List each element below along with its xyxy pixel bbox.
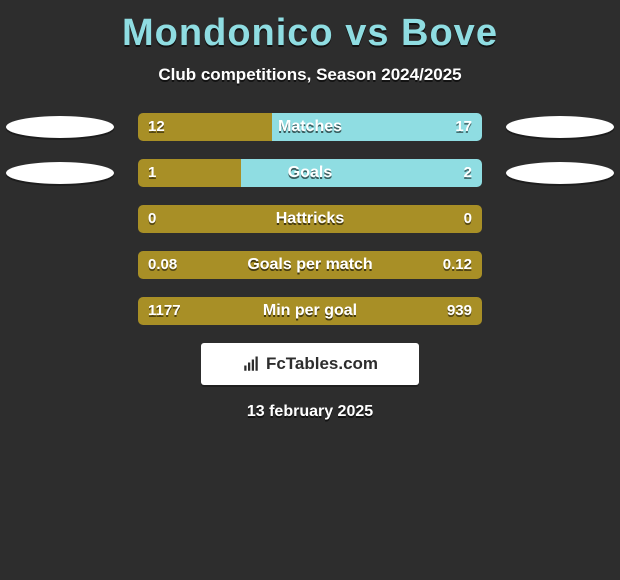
metric-value-left: 0.08 xyxy=(138,251,187,279)
metric-value-left: 0 xyxy=(138,205,166,233)
metric-value-left: 12 xyxy=(138,113,175,141)
metrics-list: 1217Matches12Goals00Hattricks0.080.12Goa… xyxy=(0,113,620,325)
page-subtitle: Club competitions, Season 2024/2025 xyxy=(0,65,620,85)
metric-bar xyxy=(138,159,482,187)
metric-value-right: 939 xyxy=(437,297,482,325)
metric-row: 00Hattricks xyxy=(0,205,620,233)
metric-bar-left xyxy=(138,251,482,279)
brand-text: FcTables.com xyxy=(266,354,378,374)
brand-badge: FcTables.com xyxy=(201,343,419,385)
metric-bar xyxy=(138,251,482,279)
metric-row: 0.080.12Goals per match xyxy=(0,251,620,279)
metric-value-left: 1 xyxy=(138,159,166,187)
player-left-marker xyxy=(6,116,114,138)
comparison-infographic: Mondonico vs Bove Club competitions, Sea… xyxy=(0,0,620,421)
metric-bar-right xyxy=(241,159,482,187)
metric-row: 12Goals xyxy=(0,159,620,187)
player-left-marker xyxy=(6,162,114,184)
metric-bar-left xyxy=(138,205,482,233)
metric-value-right: 17 xyxy=(445,113,482,141)
metric-row: 1177939Min per goal xyxy=(0,297,620,325)
bar-chart-icon xyxy=(242,355,260,373)
page-title: Mondonico vs Bove xyxy=(0,12,620,55)
metric-bar xyxy=(138,205,482,233)
generation-date: 13 february 2025 xyxy=(0,403,620,421)
metric-value-right: 0 xyxy=(454,205,482,233)
metric-bar xyxy=(138,113,482,141)
player-right-marker xyxy=(506,116,614,138)
metric-row: 1217Matches xyxy=(0,113,620,141)
metric-value-right: 2 xyxy=(454,159,482,187)
metric-value-right: 0.12 xyxy=(433,251,482,279)
metric-value-left: 1177 xyxy=(138,297,191,325)
player-right-marker xyxy=(506,162,614,184)
